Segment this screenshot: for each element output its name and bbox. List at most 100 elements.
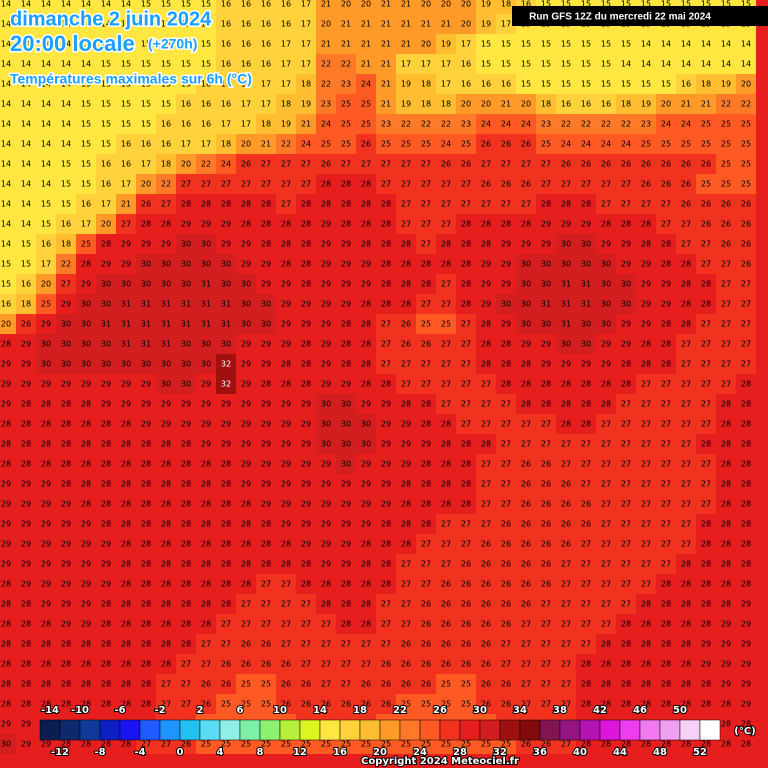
cell-value: 27 [441, 360, 451, 369]
cell-value: 27 [621, 520, 631, 529]
cell [96, 674, 116, 694]
cell [696, 134, 716, 154]
cell-value: 26 [521, 520, 531, 529]
cell [636, 74, 656, 94]
cell [596, 334, 616, 354]
cell [296, 154, 316, 174]
cell [596, 274, 616, 294]
cell [116, 334, 136, 354]
cell-value: 29 [281, 480, 291, 489]
cell [36, 234, 56, 254]
cell-value: 25 [441, 680, 451, 689]
cell-value: 28 [361, 600, 371, 609]
cell [196, 154, 216, 174]
cell [196, 374, 216, 394]
cell-value: 26 [741, 260, 751, 269]
cell-value: 15 [121, 80, 131, 89]
cell [196, 214, 216, 234]
cell-value: 27 [641, 480, 651, 489]
cell [416, 334, 436, 354]
cell [376, 174, 396, 194]
cell-value: 27 [381, 600, 391, 609]
cell [316, 414, 336, 434]
cell-value: 14 [41, 60, 51, 69]
cell-value: 26 [541, 500, 551, 509]
cell [0, 474, 16, 494]
cell [496, 374, 516, 394]
cell [436, 174, 456, 194]
cell [476, 454, 496, 474]
cell [96, 374, 116, 394]
cell [56, 574, 76, 594]
cell [216, 694, 236, 714]
cell [576, 234, 596, 254]
cell [296, 34, 316, 54]
cell-value: 24 [521, 120, 531, 129]
cell [196, 54, 216, 74]
cell-value: 26 [181, 740, 191, 749]
cell-value: 16 [221, 100, 231, 109]
cell [236, 34, 256, 54]
cell-value: 29 [221, 220, 231, 229]
cell [636, 34, 656, 54]
cell-value: 26 [401, 660, 411, 669]
cell [16, 674, 36, 694]
cell [76, 654, 96, 674]
cell-value: 26 [481, 540, 491, 549]
cell-value: 28 [721, 520, 731, 529]
cell-value: 28 [421, 460, 431, 469]
cell [236, 354, 256, 374]
cell [456, 274, 476, 294]
cell [276, 574, 296, 594]
cell [176, 434, 196, 454]
cell-value: 26 [241, 160, 251, 169]
cell-value: 27 [281, 620, 291, 629]
cell-value: 24 [661, 120, 671, 129]
cell [716, 154, 736, 174]
cell [476, 494, 496, 514]
cell-value: 27 [501, 500, 511, 509]
cell [96, 654, 116, 674]
cell [556, 234, 576, 254]
cell-value: 26 [521, 140, 531, 149]
cell [296, 454, 316, 474]
cell-value: 30 [261, 320, 271, 329]
cell-value: 28 [121, 740, 131, 749]
cell-value: 28 [261, 540, 271, 549]
cell [436, 674, 456, 694]
cell [616, 274, 636, 294]
cell-value: 26 [701, 160, 711, 169]
cell [0, 354, 16, 374]
cell [116, 194, 136, 214]
cell [716, 394, 736, 414]
cell [156, 274, 176, 294]
cell [516, 514, 536, 534]
cell [36, 0, 56, 14]
cell [636, 634, 656, 654]
cell [516, 374, 536, 394]
cell-value: 27 [681, 460, 691, 469]
cell [256, 114, 276, 134]
cell [156, 474, 176, 494]
cell-value: 26 [441, 160, 451, 169]
cell-value: 28 [681, 740, 691, 749]
cell-value: 21 [401, 0, 411, 9]
cell-value: 28 [721, 420, 731, 429]
cell-value: 14 [641, 60, 651, 69]
cell [656, 514, 676, 534]
cell [56, 454, 76, 474]
cell [176, 154, 196, 174]
cell-value: 20 [1, 320, 11, 329]
cell [416, 554, 436, 574]
cell [176, 374, 196, 394]
cell-value: 28 [81, 500, 91, 509]
cell [316, 434, 336, 454]
cell-value: 27 [481, 380, 491, 389]
cell-value: 15 [141, 60, 151, 69]
cell-value: 27 [161, 700, 171, 709]
cell [0, 234, 16, 254]
cell-value: 27 [361, 640, 371, 649]
cell [356, 234, 376, 254]
cell-value: 27 [421, 560, 431, 569]
cell-value: 27 [641, 540, 651, 549]
